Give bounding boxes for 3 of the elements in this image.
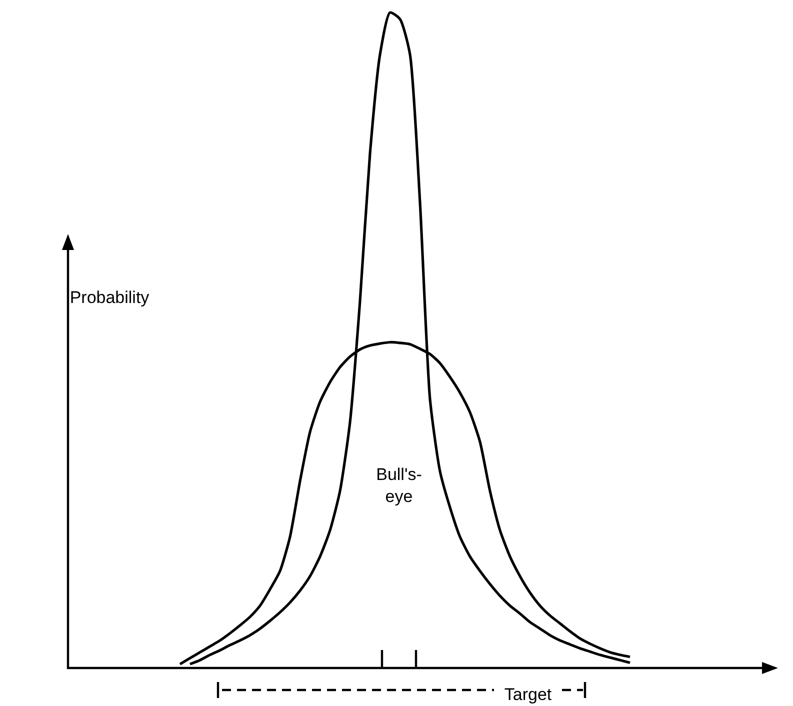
text: Target xyxy=(503,684,553,706)
annotation: Bull's-eye xyxy=(375,464,423,508)
y-axis-title: Probability xyxy=(68,287,150,309)
